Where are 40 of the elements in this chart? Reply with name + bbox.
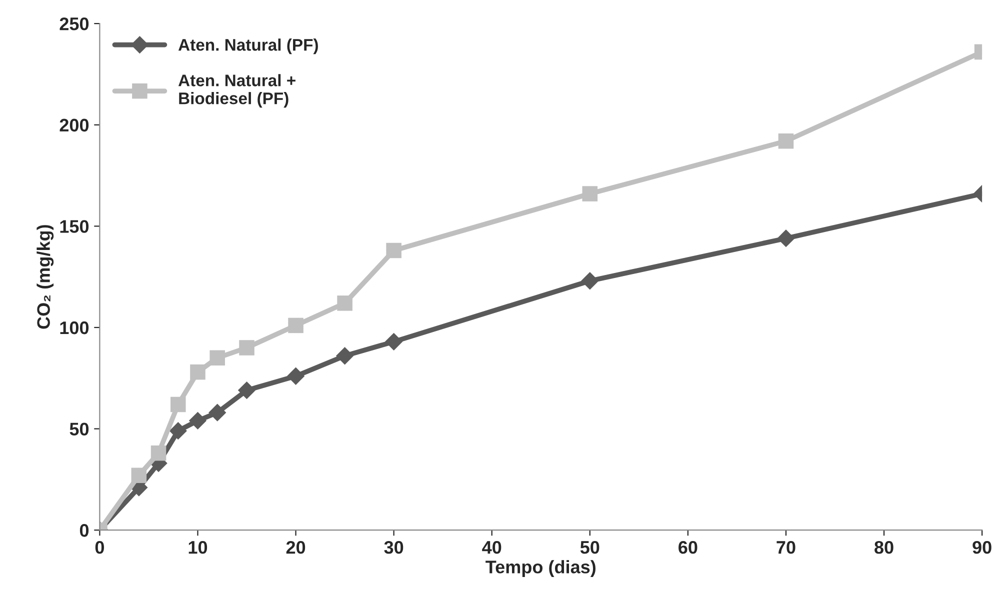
point <box>581 272 599 290</box>
point <box>336 347 354 365</box>
point <box>210 350 225 366</box>
y-tick-label: 150 <box>60 220 89 233</box>
x-tick-label: 40 <box>482 540 502 554</box>
point <box>288 318 304 334</box>
point <box>169 422 187 440</box>
point <box>778 133 794 149</box>
point <box>238 381 256 400</box>
y-tick-label: 100 <box>60 321 89 334</box>
x-tick-label: 80 <box>874 540 894 554</box>
point <box>337 296 352 311</box>
point <box>190 364 206 380</box>
x-tick-label: 30 <box>384 540 404 554</box>
x-tick-label: 0 <box>95 540 104 554</box>
x-tick-label: 60 <box>678 540 698 554</box>
x-tick-label: 70 <box>776 540 796 554</box>
x-tick-label: 20 <box>286 540 306 554</box>
x-tick-label: 90 <box>972 540 992 554</box>
x-tick-label: 10 <box>188 540 208 554</box>
point <box>170 396 186 412</box>
y-axis-title: CO₂ (mg/kg) <box>36 225 54 329</box>
point <box>188 412 207 430</box>
legend-label: Aten. Natural + Biodiesel (PF) <box>178 74 296 108</box>
point <box>386 242 402 258</box>
y-tick-label: 250 <box>60 17 89 30</box>
point <box>131 468 147 484</box>
point <box>150 445 166 461</box>
point <box>582 186 598 202</box>
point <box>384 332 403 351</box>
y-tick-label: 0 <box>80 524 89 537</box>
point <box>208 404 226 422</box>
x-axis-title: Tempo (dias) <box>486 560 596 577</box>
x-tick-label: 50 <box>580 540 600 554</box>
y-tick-label: 200 <box>60 118 89 132</box>
y-tick-label: 50 <box>70 422 89 436</box>
point <box>777 229 795 248</box>
legend-label: Aten. Natural (PF) <box>178 38 318 54</box>
point <box>239 340 254 356</box>
point <box>286 367 305 385</box>
